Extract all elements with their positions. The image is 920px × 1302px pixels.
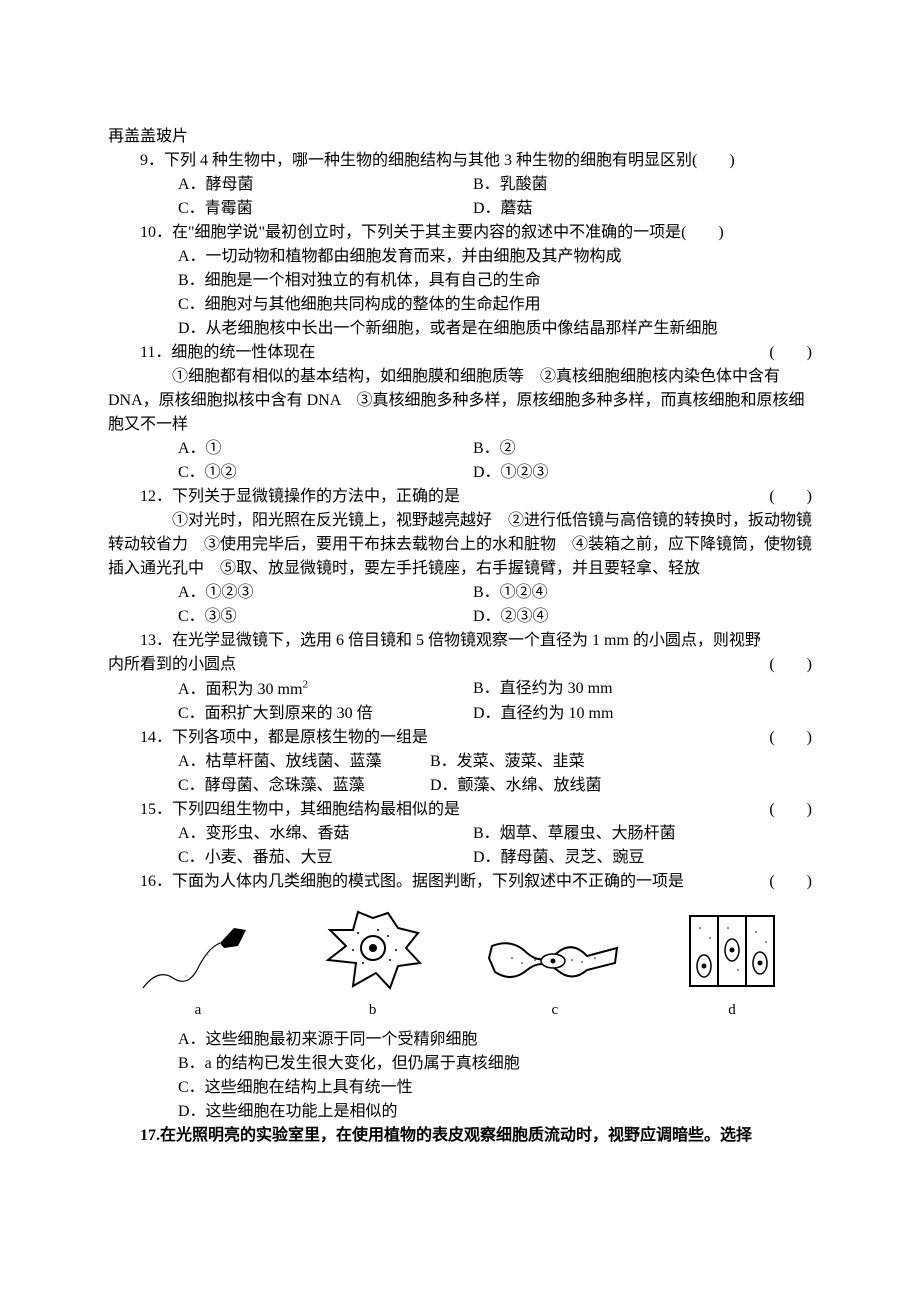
q16-paren: ( )	[769, 870, 812, 894]
q11-row1: A．① B．②	[108, 437, 812, 461]
q12-row1: A．①②③ B．①②④	[108, 581, 812, 605]
q11-opt-c: C．①②	[178, 464, 237, 481]
q9-opt-b: B．乳酸菌	[473, 173, 548, 197]
q12-stem: 12．下列关于显微镜操作的方法中，正确的是 ( )	[108, 485, 812, 509]
q14-paren: ( )	[769, 726, 812, 750]
q11-opt-b: B．②	[473, 437, 516, 461]
q10-stem-text: 10．在"细胞学说"最初创立时，下列关于其主要内容的叙述中不准确的一项是(	[140, 224, 686, 241]
q13-opt-c: C．面积扩大到原来的 30 倍	[178, 705, 373, 722]
q15-stem-text: 15．下列四组生物中，其细胞结构最相似的是	[140, 801, 460, 818]
q9-row2: C．青霉菌 D．蘑菇	[108, 197, 812, 221]
nerve-cell-icon	[318, 908, 428, 993]
q12-opt-a: A．①②③	[178, 584, 254, 601]
columnar-epithelial-icon	[682, 908, 782, 993]
q10-stem-close: )	[718, 224, 723, 241]
q16-opt-d: D．这些细胞在功能上是相似的	[108, 1100, 812, 1124]
q16-fig-a-label: a	[195, 999, 202, 1022]
q15-opt-d: D．酵母菌、灵芝、豌豆	[473, 846, 645, 870]
q15-paren: ( )	[769, 798, 812, 822]
q16-fig-c-label: c	[551, 999, 558, 1022]
q12-opt-d: D．②③④	[473, 605, 549, 629]
q16-opt-c: C．这些细胞在结构上具有统一性	[108, 1076, 812, 1100]
q14-stem: 14．下列各项中，都是原核生物的一组是 ( )	[108, 726, 812, 750]
q13-opt-a-pre: A．面积为 30 mm	[178, 681, 302, 698]
q11-stem-text: 11．细胞的统一性体现在	[140, 344, 315, 361]
q9-stem-text: 9．下列 4 种生物中，哪一种生物的细胞结构与其他 3 种生物的细胞有明显区别(	[140, 152, 697, 169]
q9-opt-c: C．青霉菌	[178, 200, 253, 217]
q14-opt-b: B．发菜、菠菜、韭菜	[430, 750, 585, 774]
q15-opt-a: A．变形虫、水绵、香菇	[178, 825, 350, 842]
q12-body: ①对光时，阳光照在反光镜上，视野越亮越好 ②进行低倍镜与高倍镜的转换时，扳动物镜…	[108, 509, 812, 581]
q15-row1: A．变形虫、水绵、香菇 B．烟草、草履虫、大肠杆菌	[108, 822, 812, 846]
smooth-muscle-cell-icon	[487, 928, 622, 993]
q17-stem: 17.在光照明亮的实验室里，在使用植物的表皮观察细胞质流动时，视野应调暗些。选择	[108, 1124, 812, 1148]
q10-opt-b: B．细胞是一个相对独立的有机体，具有自己的生命	[108, 269, 812, 293]
q14-row2: C．酵母菌、念珠藻、蓝藻 D．颤藻、水绵、放线菌	[108, 774, 812, 798]
q11-stem: 11．细胞的统一性体现在 ( )	[108, 341, 812, 365]
prelude-text: 再盖盖玻片	[108, 125, 812, 149]
q16-figures: a b c d	[108, 894, 812, 1028]
q16-fig-a: a	[138, 918, 258, 1022]
q12-paren: ( )	[769, 485, 812, 509]
q11-opt-a: A．①	[178, 440, 222, 457]
q10-opt-a: A．一切动物和植物都由细胞发育而来，并由细胞及其产物构成	[108, 245, 812, 269]
q14-row1: A．枯草杆菌、放线菌、蓝藻 B．发菜、菠菜、韭菜	[108, 750, 812, 774]
q9-stem-paren-gap	[697, 152, 729, 169]
q14-stem-text: 14．下列各项中，都是原核生物的一组是	[140, 729, 428, 746]
q9-opt-d: D．蘑菇	[473, 197, 533, 221]
q13-paren: ( )	[769, 653, 812, 677]
q12-opt-b: B．①②④	[473, 581, 548, 605]
q16-opt-b: B．a 的结构已发生很大变化，但仍属于真核细胞	[108, 1052, 812, 1076]
q16-opt-a: A．这些细胞最初来源于同一个受精卵细胞	[108, 1028, 812, 1052]
q13-opt-b: B．直径约为 30 mm	[473, 677, 613, 701]
q11-row2: C．①② D．①②③	[108, 461, 812, 485]
q13-row1: A．面积为 30 mm2 B．直径约为 30 mm	[108, 677, 812, 702]
sperm-cell-icon	[138, 918, 258, 993]
q13-opt-a-sup: 2	[302, 679, 308, 691]
q14-opt-c: C．酵母菌、念珠藻、蓝藻	[178, 777, 365, 794]
q11-opt-d: D．①②③	[473, 461, 549, 485]
q12-opt-c: C．③⑤	[178, 608, 237, 625]
q9-row1: A．酵母菌 B．乳酸菌	[108, 173, 812, 197]
q9-stem: 9．下列 4 种生物中，哪一种生物的细胞结构与其他 3 种生物的细胞有明显区别(…	[108, 149, 812, 173]
q12-stem-text: 12．下列关于显微镜操作的方法中，正确的是	[140, 488, 460, 505]
q10-opt-d: D．从老细胞核中长出一个新细胞，或者是在细胞质中像结晶那样产生新细胞	[108, 317, 812, 341]
q12-row2: C．③⑤ D．②③④	[108, 605, 812, 629]
q13-opt-a: A．面积为 30 mm2	[178, 681, 308, 698]
q15-row2: C．小麦、番茄、大豆 D．酵母菌、灵芝、豌豆	[108, 846, 812, 870]
q15-opt-b: B．烟草、草履虫、大肠杆菌	[473, 822, 676, 846]
q16-fig-b-label: b	[369, 999, 377, 1022]
q13-opt-d: D．直径约为 10 mm	[473, 702, 613, 726]
q15-stem: 15．下列四组生物中，其细胞结构最相似的是 ( )	[108, 798, 812, 822]
q10-stem: 10．在"细胞学说"最初创立时，下列关于其主要内容的叙述中不准确的一项是( )	[108, 221, 812, 245]
q13-stem-l2: 内所看到的小圆点 ( )	[108, 653, 812, 677]
q13-stem-l2-text: 内所看到的小圆点	[108, 656, 236, 673]
q15-opt-c: C．小麦、番茄、大豆	[178, 849, 333, 866]
q13-stem-l1: 13．在光学显微镜下，选用 6 倍目镜和 5 倍物镜观察一个直径为 1 mm 的…	[108, 629, 812, 653]
q16-stem-text: 16．下面为人体内几类细胞的模式图。据图判断，下列叙述中不正确的一项是	[140, 873, 684, 890]
q14-opt-d: D．颤藻、水绵、放线菌	[430, 774, 602, 798]
q16-stem: 16．下面为人体内几类细胞的模式图。据图判断，下列叙述中不正确的一项是 ( )	[108, 870, 812, 894]
q11-paren: ( )	[769, 341, 812, 365]
q16-fig-b: b	[318, 908, 428, 1022]
q16-fig-c: c	[487, 928, 622, 1022]
q16-fig-d-label: d	[728, 999, 736, 1022]
q9-stem-close: )	[729, 152, 734, 169]
q9-opt-a: A．酵母菌	[178, 176, 254, 193]
q10-stem-gap	[686, 224, 718, 241]
q14-opt-a: A．枯草杆菌、放线菌、蓝藻	[178, 753, 382, 770]
q10-opt-c: C．细胞对与其他细胞共同构成的整体的生命起作用	[108, 293, 812, 317]
q11-body: ①细胞都有相似的基本结构，如细胞膜和细胞质等 ②真核细胞细胞核内染色体中含有 D…	[108, 365, 812, 437]
q13-row2: C．面积扩大到原来的 30 倍 D．直径约为 10 mm	[108, 702, 812, 726]
q16-fig-d: d	[682, 908, 782, 1022]
